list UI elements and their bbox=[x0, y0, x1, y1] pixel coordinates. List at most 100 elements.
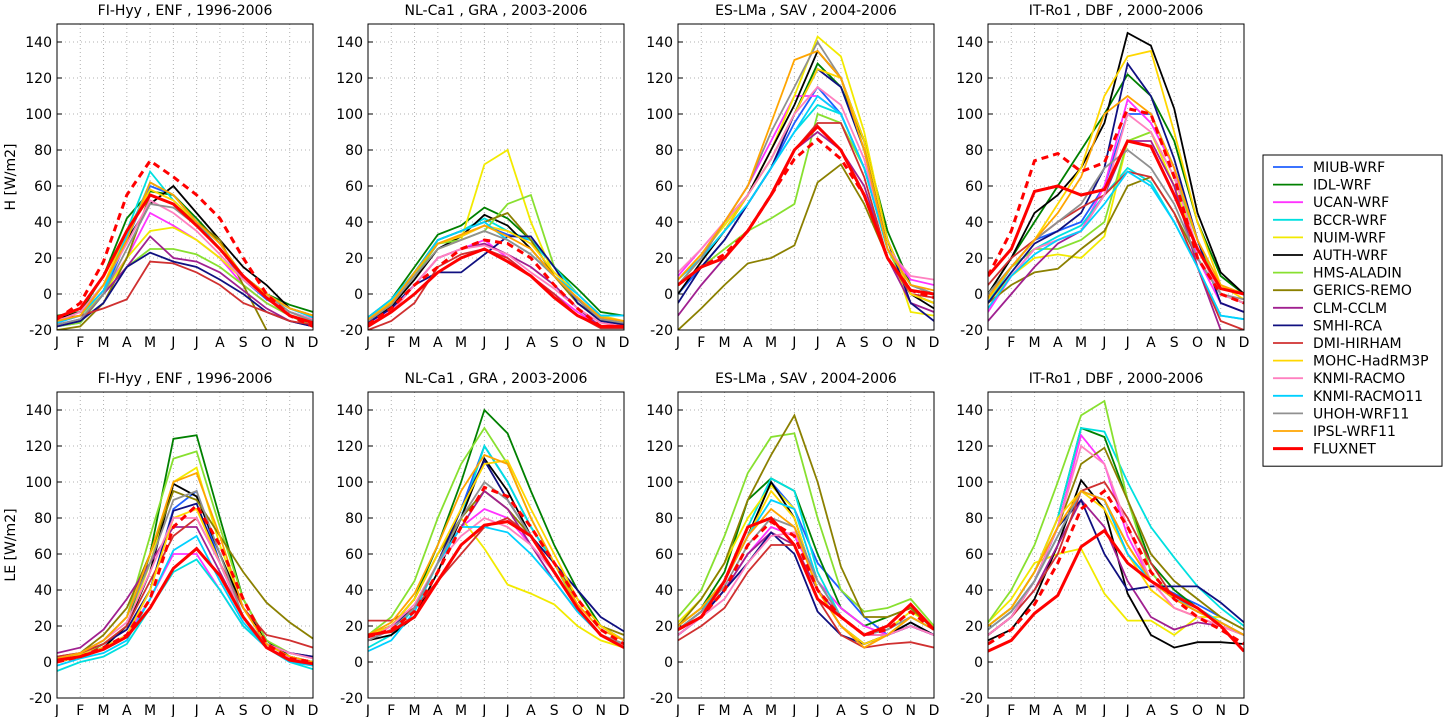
y-tick-label: -20 bbox=[960, 691, 983, 707]
series-line bbox=[678, 516, 934, 637]
series-line bbox=[678, 49, 934, 292]
series-line bbox=[368, 526, 624, 653]
x-tick-label: O bbox=[1192, 703, 1203, 717]
series-line bbox=[988, 489, 1244, 636]
x-tick-label: J bbox=[365, 703, 370, 717]
x-tick-label: O bbox=[572, 703, 583, 717]
series-line bbox=[988, 106, 1244, 305]
x-tick-label: F bbox=[1007, 335, 1015, 351]
y-tick-label: 0 bbox=[43, 287, 52, 303]
panel: FI-Hyy , ENF , 1996-2006 H [W/m2] -20 0 20 40… bbox=[3, 3, 318, 351]
x-tick-label: N bbox=[1215, 703, 1225, 717]
series-line bbox=[57, 507, 313, 663]
series-line bbox=[678, 519, 934, 637]
x-tick-label: M bbox=[97, 335, 109, 351]
series-line bbox=[57, 471, 313, 663]
x-tick-label: F bbox=[76, 335, 84, 351]
series-line bbox=[988, 547, 1244, 637]
series-line bbox=[57, 235, 313, 328]
series-line bbox=[368, 238, 624, 328]
y-tick-label: 140 bbox=[336, 35, 363, 51]
series-line bbox=[678, 137, 934, 300]
x-tick-label: M bbox=[718, 703, 730, 717]
y-tick-label: 80 bbox=[965, 511, 983, 527]
panel: ES-LMa , SAV , 2004-2006 -20 0 20 40 60 80 100 1… bbox=[646, 3, 939, 351]
y-tick-label: -20 bbox=[960, 323, 983, 339]
x-tick-label: D bbox=[1239, 703, 1250, 717]
legend-label: MIUB-WRF bbox=[1313, 160, 1385, 176]
x-tick-label: J bbox=[791, 335, 796, 351]
y-tick-label: 80 bbox=[345, 511, 363, 527]
x-tick-label: J bbox=[481, 335, 486, 351]
y-tick-label: 20 bbox=[34, 251, 52, 267]
x-tick-label: J bbox=[54, 703, 59, 717]
x-tick-label: A bbox=[122, 703, 132, 717]
y-tick-label: 120 bbox=[336, 439, 363, 455]
x-tick-label: F bbox=[1007, 703, 1015, 717]
plot-frame bbox=[367, 391, 625, 699]
x-tick-label: J bbox=[1125, 335, 1130, 351]
x-tick-label: A bbox=[433, 335, 443, 351]
y-tick-label: 20 bbox=[34, 619, 52, 635]
y-tick-label: -20 bbox=[340, 323, 363, 339]
panel: ES-LMa , SAV , 2004-2006 -20 0 20 40 60 80 100 1… bbox=[646, 371, 939, 719]
x-tick-label: M bbox=[97, 703, 109, 717]
x-tick-label: J bbox=[1101, 703, 1106, 717]
panel-title: ES-LMa , SAV , 2004-2006 bbox=[715, 371, 897, 387]
plot-frame bbox=[987, 23, 1245, 331]
x-tick-label: A bbox=[122, 335, 132, 351]
x-tick-label: A bbox=[743, 335, 753, 351]
plot-frame bbox=[56, 23, 314, 331]
x-tick-label: J bbox=[170, 703, 175, 717]
series-line bbox=[57, 434, 313, 663]
x-tick-label: M bbox=[765, 335, 777, 351]
x-tick-label: S bbox=[860, 335, 869, 351]
y-tick-label: 100 bbox=[646, 475, 673, 491]
series-line bbox=[368, 453, 624, 642]
x-tick-label: M bbox=[408, 703, 420, 717]
x-tick-label: D bbox=[619, 335, 630, 351]
legend-label: FLUXNET bbox=[1313, 442, 1376, 458]
y-tick-label: 60 bbox=[965, 547, 983, 563]
x-tick-label: M bbox=[408, 335, 420, 351]
x-tick-label: D bbox=[308, 335, 319, 351]
x-tick-label: A bbox=[526, 335, 536, 351]
x-tick-label: A bbox=[1053, 703, 1063, 717]
x-tick-label: N bbox=[284, 335, 294, 351]
y-tick-label: 60 bbox=[965, 179, 983, 195]
x-tick-label: M bbox=[1028, 703, 1040, 717]
y-tick-label: 100 bbox=[25, 107, 52, 123]
y-tick-label: 0 bbox=[43, 655, 52, 671]
x-tick-label: N bbox=[905, 335, 915, 351]
x-tick-label: J bbox=[505, 335, 510, 351]
x-tick-label: J bbox=[365, 335, 370, 351]
x-tick-label: M bbox=[144, 703, 156, 717]
y-tick-label: 40 bbox=[965, 215, 983, 231]
y-tick-label: 80 bbox=[34, 143, 52, 159]
series-line bbox=[57, 260, 313, 326]
x-tick-label: A bbox=[433, 703, 443, 717]
x-tick-label: A bbox=[836, 703, 846, 717]
y-tick-label: 100 bbox=[956, 107, 983, 123]
x-tick-label: N bbox=[595, 703, 605, 717]
series-line bbox=[57, 503, 313, 664]
x-tick-label: M bbox=[1075, 335, 1087, 351]
x-tick-label: O bbox=[261, 703, 272, 717]
y-tick-label: 0 bbox=[664, 655, 673, 671]
series-line bbox=[988, 97, 1244, 313]
x-tick-label: J bbox=[194, 703, 199, 717]
legend-label: HMS-ALADIN bbox=[1313, 266, 1402, 282]
x-tick-label: S bbox=[860, 703, 869, 717]
y-tick-label: 60 bbox=[34, 179, 52, 195]
y-tick-label: 60 bbox=[34, 547, 52, 563]
y-tick-label: 0 bbox=[354, 287, 363, 303]
x-tick-label: J bbox=[675, 335, 680, 351]
x-tick-label: N bbox=[284, 703, 294, 717]
legend-label: CLM-CCLM bbox=[1313, 301, 1387, 317]
series-line bbox=[678, 67, 934, 322]
x-tick-label: M bbox=[1075, 703, 1087, 717]
x-tick-label: M bbox=[455, 703, 467, 717]
legend-label: KNMI-RACMO11 bbox=[1313, 389, 1423, 405]
series-line bbox=[368, 224, 624, 322]
y-tick-label: 140 bbox=[646, 403, 673, 419]
